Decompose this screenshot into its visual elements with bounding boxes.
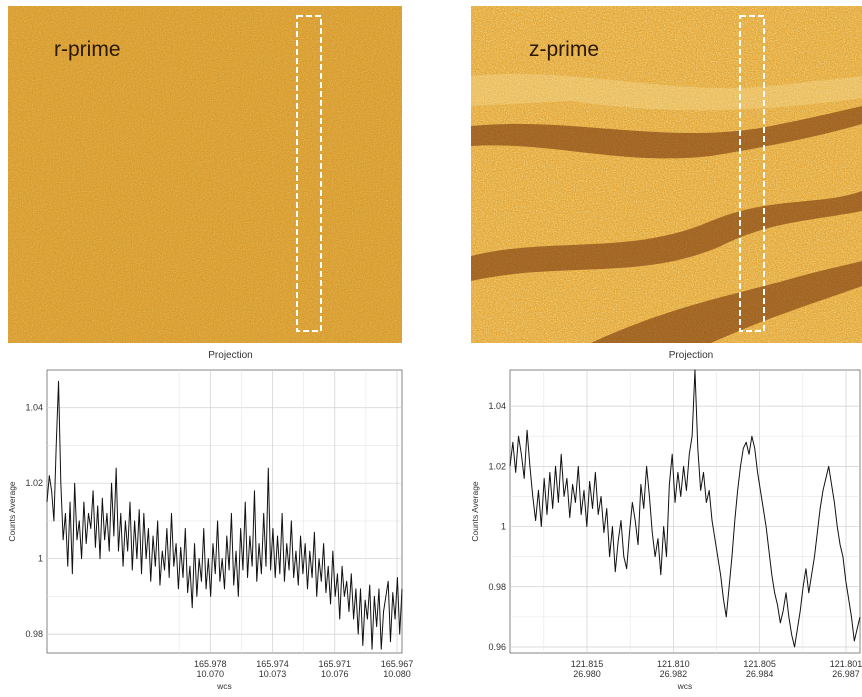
y-tick-label: 1.04: [488, 401, 506, 411]
z-prime-label: z-prime: [529, 38, 600, 61]
x-tick-label-top: 121.805: [743, 659, 776, 669]
x-tick-label-top: 165.974: [256, 659, 289, 669]
r-prime-label: r-prime: [54, 38, 121, 61]
y-tick-label: 0.96: [488, 642, 506, 652]
plot-area: [509, 369, 861, 654]
y-tick-label: 0.98: [25, 629, 43, 639]
series-line-0: [509, 369, 861, 648]
y-tick-label: 1.02: [488, 461, 506, 471]
selection-box: [296, 15, 322, 332]
x-tick-label-top: 165.967: [381, 659, 414, 669]
y-tick-label: 1: [38, 554, 43, 564]
x-tick-label-top: 165.978: [194, 659, 227, 669]
y-tick-label: 1.04: [25, 403, 43, 413]
x-tick-label-bottom: 10.076: [321, 669, 349, 679]
x-tick-label-bottom: 26.982: [660, 669, 688, 679]
y-axis-label: Counts Average: [470, 481, 480, 542]
series-line-0: [46, 380, 403, 650]
z-prime-heatmap: [471, 6, 862, 343]
x-tick-label-top: 121.815: [571, 659, 604, 669]
selection-box: [739, 15, 765, 332]
y-tick-label: 0.98: [488, 582, 506, 592]
projection-plot-right: Projection 1.04 1.02 1 0.98 0.96 121.81526.980…: [470, 350, 862, 691]
x-tick-label-bottom: 26.984: [746, 669, 774, 679]
x-tick-label-top: 165.971: [319, 659, 352, 669]
x-tick-label-bottom: 26.987: [832, 669, 860, 679]
x-tick-label-bottom: 26.980: [573, 669, 601, 679]
x-axis-label: wcs: [216, 681, 232, 691]
z-prime-image: z-prime: [471, 6, 862, 343]
x-tick-label-bottom: 10.070: [197, 669, 225, 679]
x-tick-label-bottom: 10.080: [383, 669, 411, 679]
y-tick-label: 1: [501, 522, 506, 532]
chart-title: Projection: [669, 350, 713, 361]
projection-chart-left: Projection 1.04 1.02 1 0.98 165.978 10.070 165.…: [0, 346, 420, 697]
r-prime-image: r-prime: [8, 6, 402, 343]
x-axis-label: wcs: [677, 681, 693, 691]
y-tick-label: 1.02: [25, 478, 43, 488]
x-tick-label-bottom: 10.073: [259, 669, 287, 679]
x-tick-label-top: 121.801: [830, 659, 862, 669]
x-tick-label-top: 121.810: [657, 659, 690, 669]
r-prime-heatmap: [8, 6, 402, 343]
y-axis-label: Counts Average: [7, 481, 17, 542]
projection-chart-right: Projection 1.04 1.02 1 0.98 0.96 121.815 26.980…: [458, 346, 862, 697]
plot-area: [46, 369, 403, 654]
chart-title: Projection: [208, 350, 252, 361]
